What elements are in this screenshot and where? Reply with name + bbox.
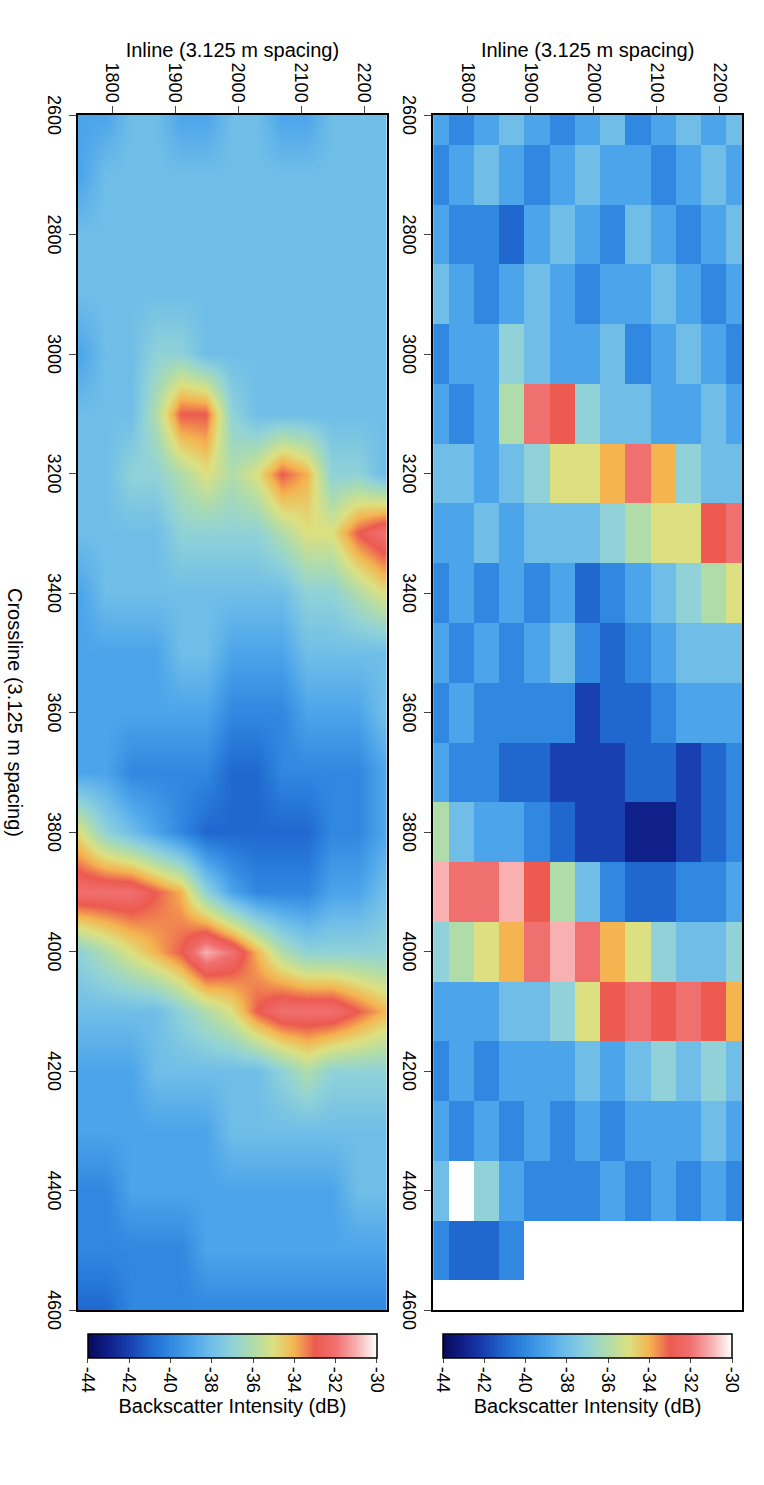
svg-text:-34: -34 bbox=[639, 1367, 659, 1393]
svg-text:-40: -40 bbox=[160, 1367, 180, 1393]
svg-text:4200: 4200 bbox=[44, 1051, 64, 1091]
svg-text:Backscatter Intensity (dB): Backscatter Intensity (dB) bbox=[474, 1395, 702, 1417]
svg-text:-44: -44 bbox=[433, 1367, 453, 1393]
svg-text:4200: 4200 bbox=[399, 1051, 419, 1091]
svg-text:2000: 2000 bbox=[228, 63, 248, 103]
svg-text:2600: 2600 bbox=[44, 95, 64, 135]
svg-text:-38: -38 bbox=[201, 1367, 221, 1393]
svg-text:Inline (3.125 m spacing): Inline (3.125 m spacing) bbox=[126, 39, 339, 61]
svg-text:-30: -30 bbox=[367, 1367, 387, 1393]
svg-text:-36: -36 bbox=[598, 1367, 618, 1393]
svg-text:1800: 1800 bbox=[458, 63, 478, 103]
svg-text:2100: 2100 bbox=[647, 63, 667, 103]
svg-text:-42: -42 bbox=[474, 1367, 494, 1393]
svg-text:2200: 2200 bbox=[354, 63, 374, 103]
svg-text:4400: 4400 bbox=[44, 1170, 64, 1210]
svg-text:2100: 2100 bbox=[291, 63, 311, 103]
svg-text:3800: 3800 bbox=[399, 812, 419, 852]
svg-text:-44: -44 bbox=[78, 1367, 98, 1393]
svg-text:1800: 1800 bbox=[102, 63, 122, 103]
svg-text:-42: -42 bbox=[119, 1367, 139, 1393]
svg-text:-30: -30 bbox=[722, 1367, 742, 1393]
svg-text:3600: 3600 bbox=[399, 692, 419, 732]
svg-text:2800: 2800 bbox=[44, 214, 64, 254]
svg-text:3200: 3200 bbox=[44, 453, 64, 493]
svg-text:1900: 1900 bbox=[521, 63, 541, 103]
svg-text:Backscatter Intensity (dB): Backscatter Intensity (dB) bbox=[118, 1395, 346, 1417]
svg-text:3000: 3000 bbox=[44, 334, 64, 374]
svg-text:2000: 2000 bbox=[584, 63, 604, 103]
svg-text:2800: 2800 bbox=[399, 214, 419, 254]
svg-text:3400: 3400 bbox=[399, 573, 419, 613]
svg-text:2600: 2600 bbox=[399, 95, 419, 135]
svg-text:4000: 4000 bbox=[44, 931, 64, 971]
svg-text:3400: 3400 bbox=[44, 573, 64, 613]
svg-text:4600: 4600 bbox=[399, 1290, 419, 1330]
svg-text:3800: 3800 bbox=[44, 812, 64, 852]
svg-text:4600: 4600 bbox=[44, 1290, 64, 1330]
svg-text:-36: -36 bbox=[243, 1367, 263, 1393]
svg-text:-32: -32 bbox=[325, 1367, 345, 1393]
svg-text:-32: -32 bbox=[681, 1367, 701, 1393]
svg-text:4400: 4400 bbox=[399, 1170, 419, 1210]
svg-text:4000: 4000 bbox=[399, 931, 419, 971]
svg-text:3000: 3000 bbox=[399, 334, 419, 374]
svg-text:3200: 3200 bbox=[399, 453, 419, 493]
svg-text:-38: -38 bbox=[557, 1367, 577, 1393]
svg-text:Crossline (3.125 m spacing): Crossline (3.125 m spacing) bbox=[4, 588, 26, 837]
svg-text:-40: -40 bbox=[515, 1367, 535, 1393]
svg-text:1900: 1900 bbox=[165, 63, 185, 103]
svg-text:2200: 2200 bbox=[710, 63, 730, 103]
svg-text:3600: 3600 bbox=[44, 692, 64, 732]
svg-text:-34: -34 bbox=[284, 1367, 304, 1393]
svg-text:Inline (3.125 m spacing): Inline (3.125 m spacing) bbox=[481, 39, 694, 61]
